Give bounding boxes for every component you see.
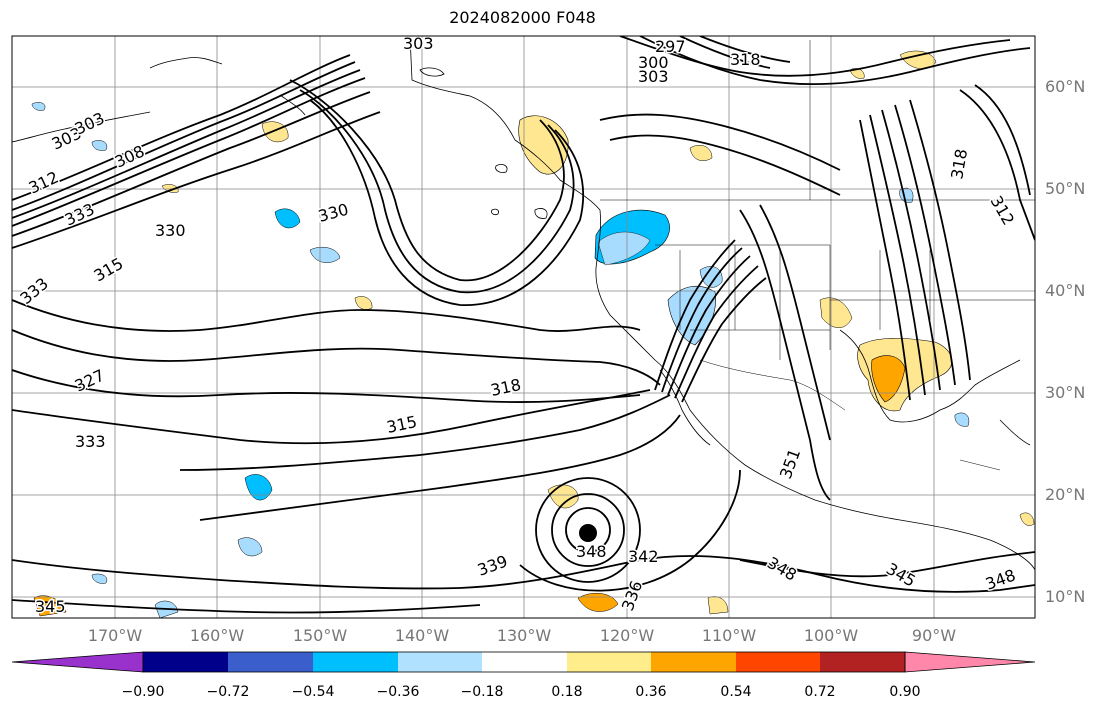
colorbar-bin xyxy=(313,652,398,672)
negative-shading-small-1 xyxy=(31,102,46,111)
colorbar xyxy=(11,651,1036,673)
positive-shading-small-1 xyxy=(354,296,373,310)
lat-label: 50°N xyxy=(1045,179,1086,198)
colorbar-tick-label: −0.36 xyxy=(376,684,420,700)
lon-label: 150°W xyxy=(292,626,348,645)
map-title: 2024082000 F048 xyxy=(449,8,596,27)
colorbar-bin xyxy=(651,652,736,672)
positive-shading-plains xyxy=(819,297,853,328)
colorbar-bin xyxy=(143,652,228,672)
lat-label: 30°N xyxy=(1045,383,1086,402)
lat-label: 40°N xyxy=(1045,281,1086,300)
colorbar-bin xyxy=(820,652,905,672)
negative-shading-south-1 xyxy=(237,537,263,557)
positive-shading-small-2 xyxy=(689,145,713,161)
contour-label: 345 xyxy=(35,597,66,616)
lon-label: 120°W xyxy=(599,626,655,645)
negative-shading-pacific-2 xyxy=(309,247,341,263)
colorbar-tick-label: 0.36 xyxy=(635,684,667,700)
colorbar-tick-label: 0.72 xyxy=(804,684,836,700)
lat-label: 10°N xyxy=(1045,587,1086,606)
colorbar-tick-label: 0.18 xyxy=(551,684,583,700)
negative-shading-nevada xyxy=(699,266,723,288)
contour-label: 333 xyxy=(75,432,106,451)
positive-shading-canada xyxy=(899,50,937,69)
lat-label: 60°N xyxy=(1045,77,1086,96)
colorbar-tick-label: −0.18 xyxy=(460,684,504,700)
contour-label: 348 xyxy=(576,542,607,561)
map-panel: 303 297 300 303 318 303 303 308 312 333 … xyxy=(12,34,1035,618)
contour-label: 303 xyxy=(403,34,434,53)
colorbar-bin xyxy=(228,652,313,672)
contour-label: 342 xyxy=(628,547,659,566)
colorbar-tick-label: 0.90 xyxy=(889,684,921,700)
hurricane-center-marker xyxy=(579,524,597,542)
lon-label: 160°W xyxy=(189,626,245,645)
positive-shading-small-5 xyxy=(1019,512,1035,526)
colorbar-max-triangle xyxy=(904,651,1036,673)
positive-shading-south-pacific xyxy=(577,592,619,612)
positive-shading-southwest xyxy=(33,595,67,617)
political-borders xyxy=(600,40,1035,471)
lat-label: 20°N xyxy=(1045,485,1086,504)
lon-label: 130°W xyxy=(496,626,552,645)
negative-shading-east-2 xyxy=(954,412,970,427)
colorbar-bin xyxy=(736,652,820,672)
contour-lines xyxy=(12,36,1035,614)
colorbar-tick-label: −0.54 xyxy=(291,684,335,700)
negative-shading-pacific-1 xyxy=(274,208,301,229)
negative-shading-small-3 xyxy=(91,573,108,584)
gridlines xyxy=(12,36,1035,618)
colorbar-tick-label: −0.90 xyxy=(121,684,165,700)
contour-label: 330 xyxy=(155,221,186,240)
positive-shading-gulf xyxy=(261,121,289,143)
colorbar-tick-label: −0.72 xyxy=(206,684,250,700)
lon-label: 90°W xyxy=(911,626,957,645)
map-frame xyxy=(11,35,1036,619)
colorbar-min-triangle xyxy=(11,651,144,673)
colorbar-bin xyxy=(567,652,651,672)
negative-shading-oregon-light xyxy=(597,231,651,266)
contour-label: 303 xyxy=(638,67,669,86)
positive-shading-hurricane xyxy=(547,484,579,509)
contour-label: 297 xyxy=(655,37,686,56)
colorbar-tick-label: 0.54 xyxy=(720,684,752,700)
lon-label: 100°W xyxy=(803,626,859,645)
lon-label: 110°W xyxy=(701,626,757,645)
positive-shading-small-3 xyxy=(849,68,865,79)
contour-label: 300 xyxy=(638,53,669,72)
lon-label: 140°W xyxy=(394,626,450,645)
lon-label: 170°W xyxy=(87,626,143,645)
colorbar-bin xyxy=(398,652,482,672)
positive-shading-texas-strong xyxy=(871,355,906,403)
negative-shading-small-2 xyxy=(91,140,108,151)
contour-label: 318 xyxy=(730,50,761,69)
colorbar-bin xyxy=(482,652,567,672)
